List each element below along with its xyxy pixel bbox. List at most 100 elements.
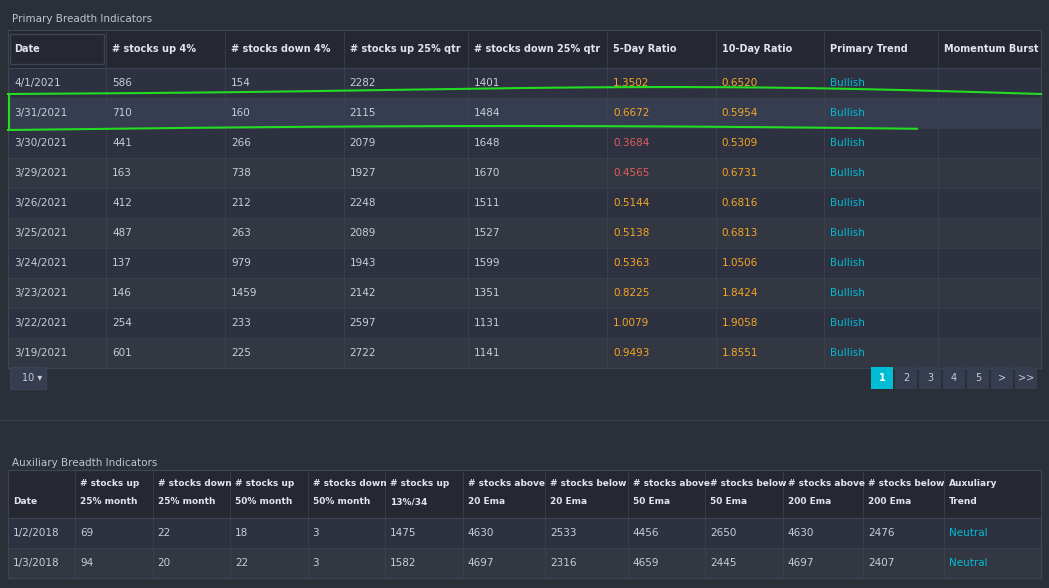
Text: Neutral: Neutral: [949, 528, 987, 538]
Text: 1351: 1351: [474, 288, 500, 298]
Text: # stocks below: # stocks below: [710, 479, 787, 489]
Text: 20 Ema: 20 Ema: [468, 497, 505, 506]
Bar: [871, 367, 893, 389]
Text: 2142: 2142: [349, 288, 377, 298]
Text: Bullish: Bullish: [830, 198, 865, 208]
Text: 263: 263: [231, 228, 251, 238]
Text: 50% month: 50% month: [313, 497, 370, 506]
Text: Bullish: Bullish: [830, 168, 865, 178]
Text: # stocks above: # stocks above: [468, 479, 544, 489]
Text: 586: 586: [112, 78, 132, 88]
Bar: [8, 470, 1041, 578]
Text: 25% month: 25% month: [157, 497, 215, 506]
Text: 5-Day Ratio: 5-Day Ratio: [613, 44, 677, 54]
Text: 1.8551: 1.8551: [722, 348, 758, 358]
Text: 1943: 1943: [349, 258, 377, 268]
Text: 1475: 1475: [390, 528, 416, 538]
Text: 5: 5: [975, 373, 981, 383]
Text: 0.5309: 0.5309: [722, 138, 757, 148]
Text: Bullish: Bullish: [830, 258, 865, 268]
Text: Bullish: Bullish: [830, 228, 865, 238]
Text: Momentum Burst: Momentum Burst: [944, 44, 1039, 54]
Text: Primary Breadth Indicators: Primary Breadth Indicators: [12, 14, 152, 24]
Text: 3: 3: [927, 373, 933, 383]
Text: 441: 441: [112, 138, 132, 148]
Text: 2650: 2650: [710, 528, 736, 538]
Text: 1: 1: [879, 373, 885, 383]
Text: 2248: 2248: [349, 198, 377, 208]
Text: 2476: 2476: [869, 528, 895, 538]
Text: 266: 266: [231, 138, 251, 148]
Text: 0.9493: 0.9493: [613, 348, 649, 358]
Text: 3: 3: [313, 558, 319, 568]
Text: 1927: 1927: [349, 168, 377, 178]
Text: Bullish: Bullish: [830, 138, 865, 148]
Text: 601: 601: [112, 348, 132, 358]
Text: 22: 22: [235, 558, 249, 568]
Text: 137: 137: [112, 258, 132, 268]
Bar: [895, 367, 917, 389]
Text: 3/25/2021: 3/25/2021: [14, 228, 67, 238]
Text: # stocks up: # stocks up: [80, 479, 140, 489]
Bar: [8, 470, 1041, 518]
Bar: [8, 248, 1041, 278]
Text: Neutral: Neutral: [949, 558, 987, 568]
Bar: [8, 218, 1041, 248]
Text: 50% month: 50% month: [235, 497, 293, 506]
Text: 0.5144: 0.5144: [613, 198, 649, 208]
Text: 4659: 4659: [633, 558, 660, 568]
Text: 1/2/2018: 1/2/2018: [13, 528, 60, 538]
Text: 0.8225: 0.8225: [613, 288, 649, 298]
Text: 1.9058: 1.9058: [722, 318, 758, 328]
Text: 225: 225: [231, 348, 251, 358]
Bar: [8, 518, 1041, 548]
Text: 0.6672: 0.6672: [613, 108, 649, 118]
Text: # stocks down 25% qtr: # stocks down 25% qtr: [474, 44, 600, 54]
Text: 2722: 2722: [349, 348, 377, 358]
Text: 94: 94: [80, 558, 93, 568]
Text: Primary Trend: Primary Trend: [830, 44, 907, 54]
Text: 3/31/2021: 3/31/2021: [14, 108, 67, 118]
Text: Bullish: Bullish: [830, 78, 865, 88]
Text: # stocks down 4%: # stocks down 4%: [231, 44, 330, 54]
Text: Auxiliary Breadth Indicators: Auxiliary Breadth Indicators: [12, 458, 157, 468]
Text: 710: 710: [112, 108, 132, 118]
Text: 2282: 2282: [349, 78, 377, 88]
Text: Trend: Trend: [949, 497, 978, 506]
Text: 1.3502: 1.3502: [613, 78, 649, 88]
Text: Bullish: Bullish: [830, 318, 865, 328]
Text: # stocks down: # stocks down: [157, 479, 232, 489]
Text: 2407: 2407: [869, 558, 895, 568]
Text: 4630: 4630: [788, 528, 814, 538]
Text: 20 Ema: 20 Ema: [550, 497, 587, 506]
Text: 1131: 1131: [474, 318, 500, 328]
Text: 1527: 1527: [474, 228, 500, 238]
Text: # stocks up: # stocks up: [390, 479, 449, 489]
Text: 1599: 1599: [474, 258, 500, 268]
Bar: [8, 548, 1041, 578]
Text: 1484: 1484: [474, 108, 500, 118]
Text: 25% month: 25% month: [80, 497, 137, 506]
Text: Bullish: Bullish: [830, 348, 865, 358]
Text: 3/22/2021: 3/22/2021: [14, 318, 67, 328]
Text: 200 Ema: 200 Ema: [869, 497, 912, 506]
Text: 979: 979: [231, 258, 251, 268]
Bar: [8, 278, 1041, 308]
Text: 3/23/2021: 3/23/2021: [14, 288, 67, 298]
Text: 0.6520: 0.6520: [722, 78, 757, 88]
Text: 0.3684: 0.3684: [613, 138, 649, 148]
Text: 0.6816: 0.6816: [722, 198, 758, 208]
Text: 2089: 2089: [349, 228, 377, 238]
Text: 1/3/2018: 1/3/2018: [13, 558, 60, 568]
Text: 2115: 2115: [349, 108, 377, 118]
Text: 13%/34: 13%/34: [390, 497, 427, 506]
Bar: [8, 30, 1041, 368]
Text: 0.5954: 0.5954: [722, 108, 758, 118]
Text: 200 Ema: 200 Ema: [788, 497, 831, 506]
Text: Date: Date: [14, 44, 40, 54]
Text: # stocks below: # stocks below: [869, 479, 945, 489]
Text: Bullish: Bullish: [830, 288, 865, 298]
Bar: [8, 30, 1041, 68]
Text: 1.0506: 1.0506: [722, 258, 757, 268]
Text: 2079: 2079: [349, 138, 377, 148]
